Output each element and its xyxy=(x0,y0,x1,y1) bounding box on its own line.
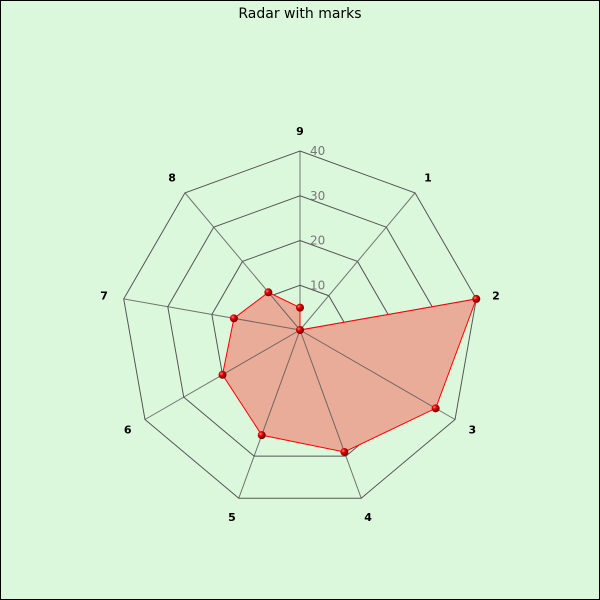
category-label: 6 xyxy=(124,424,132,437)
category-label: 3 xyxy=(469,424,477,437)
tick-label: 30 xyxy=(310,189,325,203)
category-label: 2 xyxy=(492,289,500,302)
data-marker xyxy=(472,294,481,303)
tick-label: 20 xyxy=(310,234,325,248)
category-label: 4 xyxy=(364,511,372,524)
chart-title: Radar with marks xyxy=(238,6,362,22)
axis-line xyxy=(238,329,301,499)
data-marker xyxy=(296,303,304,312)
category-label: 5 xyxy=(228,511,236,524)
data-marker xyxy=(218,370,227,379)
category-label: 7 xyxy=(100,289,108,302)
data-outline xyxy=(221,291,478,453)
category-label: 8 xyxy=(168,172,176,185)
data-marker xyxy=(264,288,273,297)
grid-ring xyxy=(123,150,477,499)
tick-label: 40 xyxy=(310,144,325,158)
data-area xyxy=(222,292,477,452)
data-marker xyxy=(431,404,440,413)
data-marker xyxy=(296,326,304,334)
axis-line xyxy=(299,192,416,331)
axis-line xyxy=(123,298,301,331)
axis-line xyxy=(184,192,301,331)
axis-line xyxy=(299,329,362,499)
tick-label: 10 xyxy=(310,278,325,292)
data-marker xyxy=(340,447,349,456)
data-marker xyxy=(257,431,266,440)
axis-line xyxy=(299,329,456,420)
category-label: 1 xyxy=(424,172,432,185)
data-marker xyxy=(229,314,238,323)
grid-ring xyxy=(167,195,433,457)
category-label: 9 xyxy=(296,125,304,138)
